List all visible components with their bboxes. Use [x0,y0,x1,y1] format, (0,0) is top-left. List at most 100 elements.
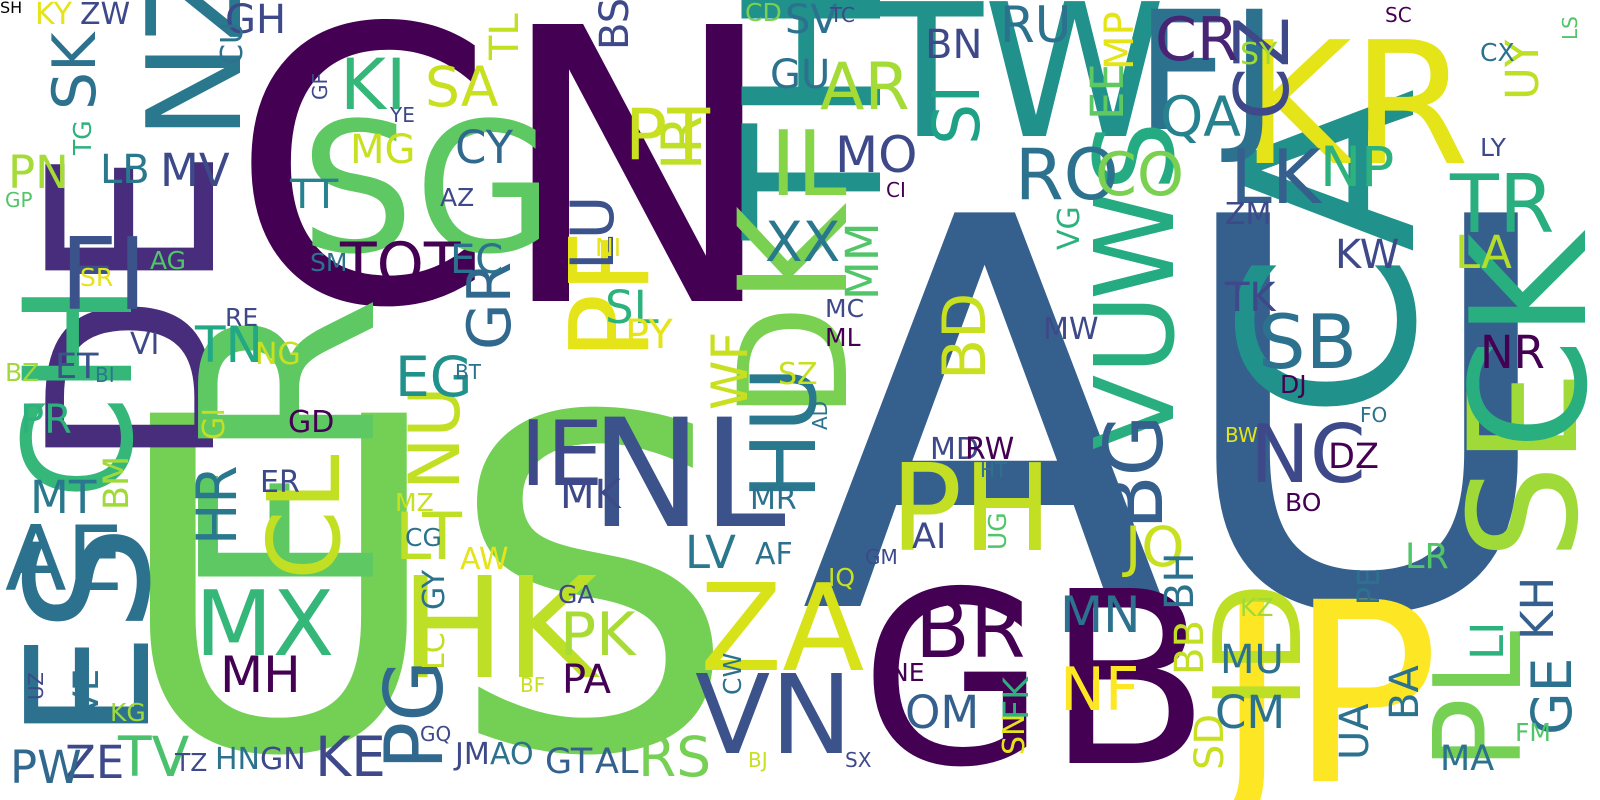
word-eg: EG [395,345,473,409]
word-sy: SY [1240,37,1278,72]
word-ar: AR [820,50,910,125]
word-cd: CD [745,0,782,27]
word-cr: CR [1155,5,1239,75]
word-la: LA [1455,226,1512,279]
word-bz: BZ [5,358,40,387]
word-mw: MW [1043,312,1099,347]
word-ke: KE [315,725,386,789]
word-gu: GU [770,52,831,98]
word-sh: SH [0,0,23,17]
word-nr: NR [1480,326,1545,379]
word-af: AF [755,537,793,572]
word-sr: SR [80,263,114,292]
word-gi: GI [197,407,232,440]
word-bm: BM [97,455,137,510]
word-co: CO [1095,140,1185,210]
word-ze: ZE [65,736,125,789]
word-pw: PW [10,741,82,794]
word-jm: JM [455,737,490,772]
word-sm: SM [310,248,348,277]
word-tr: TR [1450,158,1555,251]
word-et: ET [55,347,99,387]
word-ec: EC [450,237,504,283]
word-xx: XX [765,210,841,274]
word-tw: TW [870,0,1166,180]
word-kh: KH [1511,576,1564,640]
word-cw: CW [718,652,747,695]
word-ag: AG [150,246,187,275]
word-mk: MK [560,472,621,518]
word-ng: NG [255,337,301,372]
word-hk: HK [400,548,598,711]
word-qa: QA [1160,85,1241,149]
word-cg: CG [405,523,442,552]
word-bf: BF [520,673,546,697]
word-ph: PH [890,440,1053,579]
word-bh: BH [1157,552,1203,610]
word-ao: AO [490,737,534,772]
word-dz: DZ [1328,437,1379,477]
word-gm: GM [865,545,898,569]
word-kz: KZ [1240,593,1274,622]
word-cn: CN [230,0,780,391]
word-ye: YE [390,103,415,127]
word-mo: MO [835,126,918,184]
word-rs: RS [638,725,712,789]
word-gt: GT [545,742,593,782]
word-rw: RW [965,432,1015,467]
word-er: ER [260,465,300,500]
word-md: MD [930,432,979,467]
word-ht: HT [980,458,1008,482]
word-gn: GN [260,742,306,777]
word-gd: GD [288,405,335,440]
word-ni: NI [595,233,622,262]
word-br: BR [915,583,1026,676]
word-mh: MH [220,646,301,704]
word-ma: MA [1440,739,1495,779]
word-np: NP [1320,135,1395,199]
word-bt: BT [455,360,481,384]
word-uz: UZ [24,672,48,700]
word-ci: CI [886,178,906,202]
word-bi: BI [95,363,115,387]
word-fo: FO [1360,403,1388,427]
word-jo: JO [1125,515,1185,579]
word-vi: VI [130,327,160,362]
word-hn: HN [215,742,260,777]
word-zw: ZW [80,0,131,32]
word-ki: KI [340,44,407,126]
word-il: IL [770,112,847,217]
word-mv: MV [160,144,230,197]
word-tz: TZ [175,748,208,777]
word-zm: ZM [1225,197,1272,232]
word-ru: RU [1000,0,1072,54]
word-pt: PT [625,94,710,176]
word-ls: LS [1558,16,1582,40]
word-lr: LR [1405,537,1449,577]
word-nf: NF [1060,655,1140,725]
word-iq: IQ [828,563,856,592]
word-si: SI [920,84,995,145]
word-ne: NE [890,658,925,687]
word-bn: BN [925,22,983,68]
word-mm: MM [836,222,889,300]
word-lc: LC [417,632,452,670]
word-bw: BW [1225,423,1258,447]
word-fi: FI [60,216,148,333]
word-pa: PA [562,657,611,703]
word-ve: VE [67,668,107,715]
word-kg: KG [110,698,146,727]
word-mc: MC [825,294,865,323]
word-li: LI [1461,621,1514,660]
word-au: AU [800,106,1565,734]
word-py: PY [625,312,673,358]
word-pk: PK [560,600,636,670]
word-sz: SZ [778,357,818,392]
word-aw: AW [460,542,509,577]
word-pg: PG [368,659,461,770]
word-sb: SB [1258,298,1358,386]
word-za: ZA [700,560,865,699]
word-tot: TOT [340,230,461,300]
word-mg: MG [350,127,416,173]
